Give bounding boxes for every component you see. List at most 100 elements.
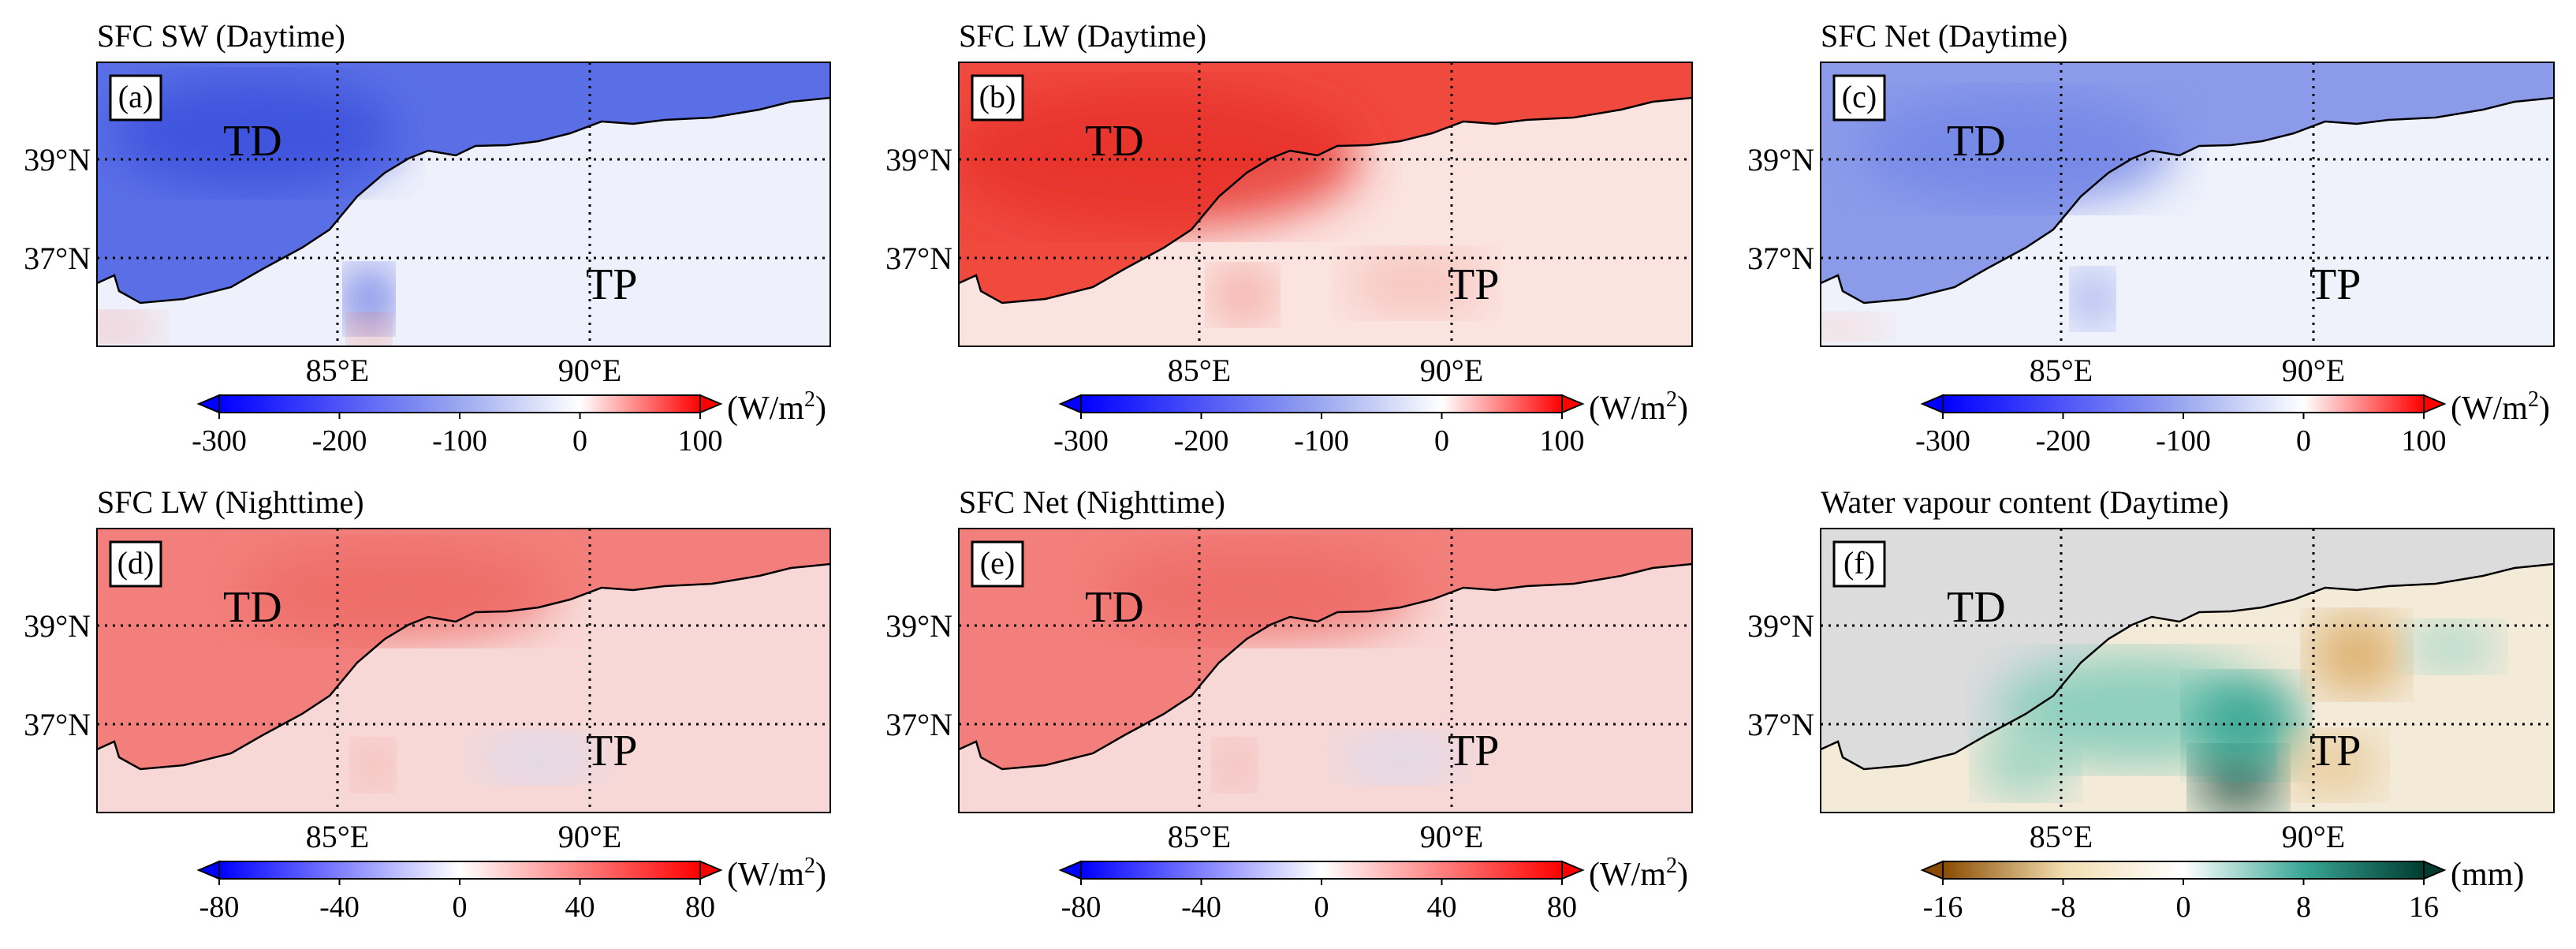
colorbar-right-arrow-a [699,394,723,414]
region-label-td-c: TD [1947,117,2006,166]
colorbar-tick-label-a-3: -100 [432,424,487,458]
anomaly-blob-d-3 [353,742,393,789]
lat-tick-f-1: 39°N [1747,608,1814,644]
panel-title-d: SFC LW (Nighttime) [97,484,364,520]
colorbar-tick-label-e-3: 0 [1314,891,1329,924]
map-b [959,62,1692,346]
colorbar-tick-label-b-1: -300 [1053,424,1109,458]
colorbar-unit-sup-d: 2 [804,854,815,878]
panel-label-box-f [1832,540,1886,588]
colorbar-unit-sup-b: 2 [1666,387,1677,412]
lon-tick-b-1: 85°E [1168,353,1231,388]
region-label-td-d: TD [223,583,282,632]
region-label-td-f: TD [1947,583,2006,632]
colorbar-left-arrow-f [1920,860,1944,880]
lat-tick-e-2: 37°N [885,707,952,742]
colorbar-tick-label-c-2: -200 [2036,424,2091,458]
colorbar-unit-end-e: ) [1677,857,1688,893]
colorbar-right-arrow-b [1561,394,1585,414]
panel-b: SFC LW (Daytime) (b) TD TP 39°N 37°N 85°E 90°E -… [885,18,1693,458]
anomaly-blob-d-2 [475,734,602,781]
lat-tick-c-1: 39°N [1747,142,1814,177]
colorbar-right-arrow-f [2423,860,2447,880]
basin-boundary-c [1821,96,2554,305]
colorbar-unit-end-d: ) [815,857,826,893]
anomaly-blob-a-3 [347,267,391,331]
colorbar-unit-b: (W/m2) [1589,387,1688,427]
colorbar-unit-f: (mm) [2451,857,2524,893]
map-c [1821,62,2554,346]
colorbar-tick-label-c-3: -100 [2156,424,2211,458]
colorbar-d [218,861,701,880]
colorbar-unit-main-d: (W/m [727,857,804,893]
colorbar-unit-c: (W/m2) [2451,387,2550,427]
colorbar-tick-label-d-5: 80 [685,891,715,924]
panel-title-e: SFC Net (Nighttime) [959,484,1225,520]
map-frame-d [96,528,831,813]
colorbar-c [1942,394,2425,413]
basin-boundary-d [97,562,830,771]
colorbar-unit-main-e: (W/m [1589,857,1666,893]
colorbar-tick-label-f-1: -16 [1923,891,1963,924]
panel-title-f: Water vapour content (Daytime) [1821,484,2229,520]
region-label-tp-f: TP [2309,727,2361,775]
anomaly-blob-f-6 [2286,734,2380,797]
region-label-td-e: TD [1085,583,1144,632]
lat-tick-a-1: 39°N [24,142,91,177]
panel-d: SFC LW (Nighttime) (d) TD TP 39°N 37°N 85°E 90°… [24,484,831,924]
lon-tick-c-1: 85°E [2030,353,2093,388]
region-label-tp-b: TP [1448,260,1499,309]
panel-label-box-a [109,74,162,121]
colorbar-unit-main-f: (mm) [2451,857,2524,893]
panel-label-box-b [971,74,1024,121]
panel-title-a: SFC SW (Daytime) [97,18,345,54]
colorbar-tick-label-f-4: 8 [2296,891,2311,924]
colorbar-tick-label-d-3: 0 [453,891,468,924]
colorbar-tick-label-e-4: 40 [1427,891,1457,924]
colorbar-tick-label-b-5: 100 [1540,424,1585,458]
colorbar-left-arrow-a [196,394,220,414]
lon-tick-c-2: 90°E [2282,353,2345,388]
basin-boundary-b [959,96,1692,305]
anomaly-blob-d-1 [239,544,554,639]
panel-title-c: SFC Net (Daytime) [1821,18,2067,54]
colorbar-unit-main-b: (W/m [1589,390,1666,427]
map-frame-c [1820,62,2555,347]
map-frame-e [958,528,1693,813]
colorbar-tick-label-f-2: -8 [2051,891,2076,924]
colorbar-unit-d: (W/m2) [727,854,826,893]
colorbar-tick-label-a-4: 0 [572,424,587,458]
colorbar-tick-label-d-2: -40 [319,891,360,924]
anomaly-blob-e-3 [1215,742,1254,789]
colorbar-tick-label-e-1: -80 [1061,891,1102,924]
colorbar-tick-label-a-5: 100 [678,424,723,458]
colorbar-tick-label-b-4: 0 [1434,424,1449,458]
panel-label-d: (d) [117,545,155,581]
anomaly-blob-e-2 [1337,734,1463,781]
panels-layer: SFC SW (Daytime) (a) TD TP 39°N 37°N 85°E 90°E -… [24,18,2555,924]
anomaly-blob-a-1 [113,78,397,189]
anomaly-blob-f-5 [2404,623,2499,671]
panel-c: SFC Net (Daytime) (c) TD TP 39°N 37°N 85°E 90°E… [1747,18,2555,458]
lon-tick-a-1: 85°E [306,353,369,388]
colorbar-tick-label-b-2: -200 [1174,424,1229,458]
panel-label-box-d [109,540,162,588]
colorbar-f [1942,861,2425,880]
panel-label-e: (e) [980,545,1015,581]
lon-tick-d-2: 90°E [558,819,621,854]
colorbar-tick-label-c-4: 0 [2296,424,2311,458]
colorbar-left-arrow-b [1058,394,1082,414]
anomaly-blob-a-2 [97,312,160,341]
panel-e: SFC Net (Nighttime) (e) TD TP 39°N 37°N 85°E 90… [885,484,1693,924]
colorbar-tick-label-e-2: -40 [1181,891,1221,924]
anomaly-blob-b-2 [1211,267,1274,323]
panel-label-b: (b) [979,79,1016,114]
region-label-td-a: TD [223,117,282,166]
anomaly-blob-a-4 [349,315,389,346]
anomaly-blob-c-3 [1821,314,1888,339]
colorbar-left-arrow-d [196,860,220,880]
panel-label-a: (a) [118,79,153,114]
colorbar-unit-sup-e: 2 [1666,854,1677,878]
region-label-tp-c: TP [2309,260,2361,309]
lon-tick-d-1: 85°E [306,819,369,854]
